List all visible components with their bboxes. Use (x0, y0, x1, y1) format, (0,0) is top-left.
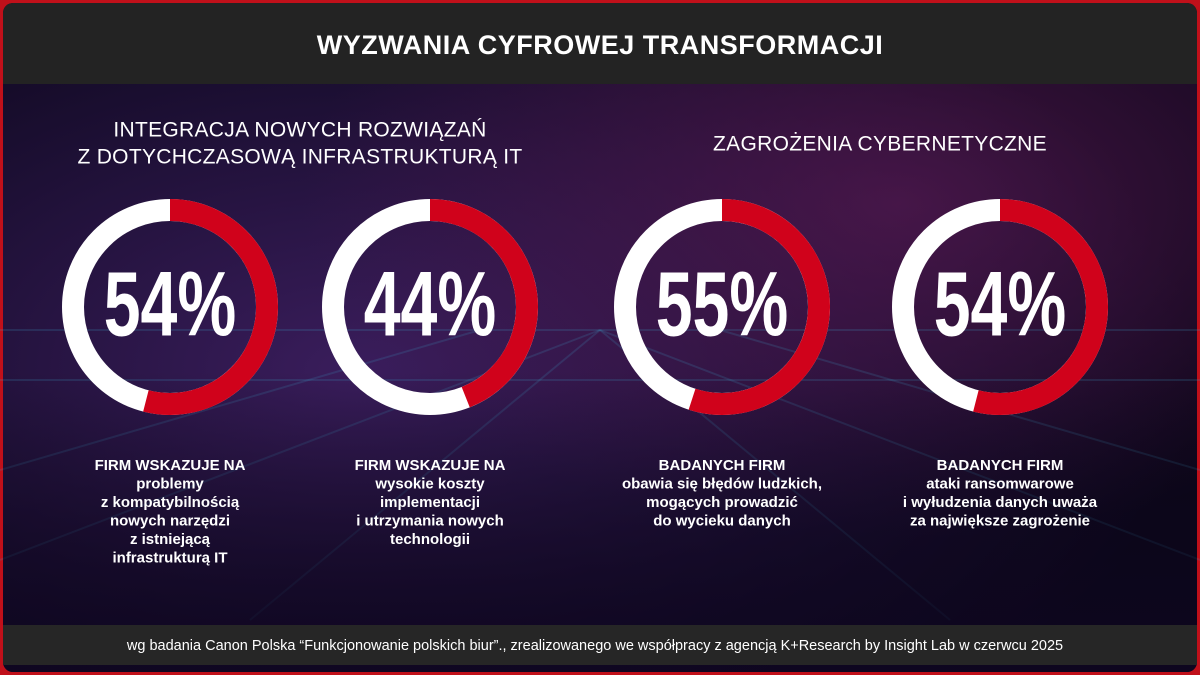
footer-bar (3, 625, 1197, 665)
section-title: ZAGROŻENIA CYBERNETYCZNE (713, 133, 1047, 156)
caption: do wycieku danych (653, 512, 791, 529)
caption: i utrzymania nowych (356, 512, 504, 529)
header-bar (3, 3, 1197, 84)
content: INTEGRACJA NOWYCH ROZWIĄZAŃ Z DOTYCHCZASO… (62, 119, 1109, 566)
caption: problemy (136, 475, 204, 492)
caption: BADANYCH FIRM (937, 457, 1064, 474)
donut-segment (688, 199, 830, 415)
section-title: INTEGRACJA NOWYCH ROZWIĄZAŃ (113, 119, 486, 142)
caption: ataki ransomwarowe (926, 475, 1074, 492)
caption: FIRM WSKAZUJE NA (95, 457, 246, 474)
background-fade (3, 3, 1197, 672)
caption: nowych narzędzi (110, 512, 230, 529)
value-label-group: 44% (364, 252, 497, 355)
caption: z istniejącą (130, 531, 211, 548)
caption: BADANYCH FIRM (659, 457, 786, 474)
caption: obawia się błędów ludzkich, (622, 475, 822, 492)
donut-segment (973, 199, 1109, 415)
caption: FIRM WSKAZUJE NA (355, 457, 506, 474)
value-label-group: 54% (104, 252, 237, 355)
header-title: WYZWANIA CYFROWEJ TRANSFORMACJI (317, 30, 883, 60)
value-label-group: 54% (934, 252, 1067, 355)
footer-source: wg badania Canon Polska “Funkcjonowanie … (126, 638, 1063, 654)
donut-segment (429, 199, 538, 408)
donut-segment (143, 199, 279, 415)
caption: za największe zagrożenie (910, 512, 1090, 529)
caption: implementacji (380, 494, 480, 511)
caption: mogących prowadzić (646, 494, 798, 511)
caption: wysokie koszty (374, 475, 485, 492)
caption: technologii (390, 531, 470, 548)
section-title: Z DOTYCHCZASOWĄ INFRASTRUKTURĄ IT (77, 146, 522, 169)
value-label: 44% (364, 252, 497, 355)
caption: infrastrukturą IT (112, 549, 227, 566)
value-label: 54% (934, 252, 1067, 355)
value-label-group: 55% (656, 252, 789, 355)
caption: z kompatybilnością (101, 494, 240, 511)
value-label: 54% (104, 252, 237, 355)
caption: i wyłudzenia danych uważa (903, 494, 1098, 511)
value-label: 55% (656, 252, 789, 355)
